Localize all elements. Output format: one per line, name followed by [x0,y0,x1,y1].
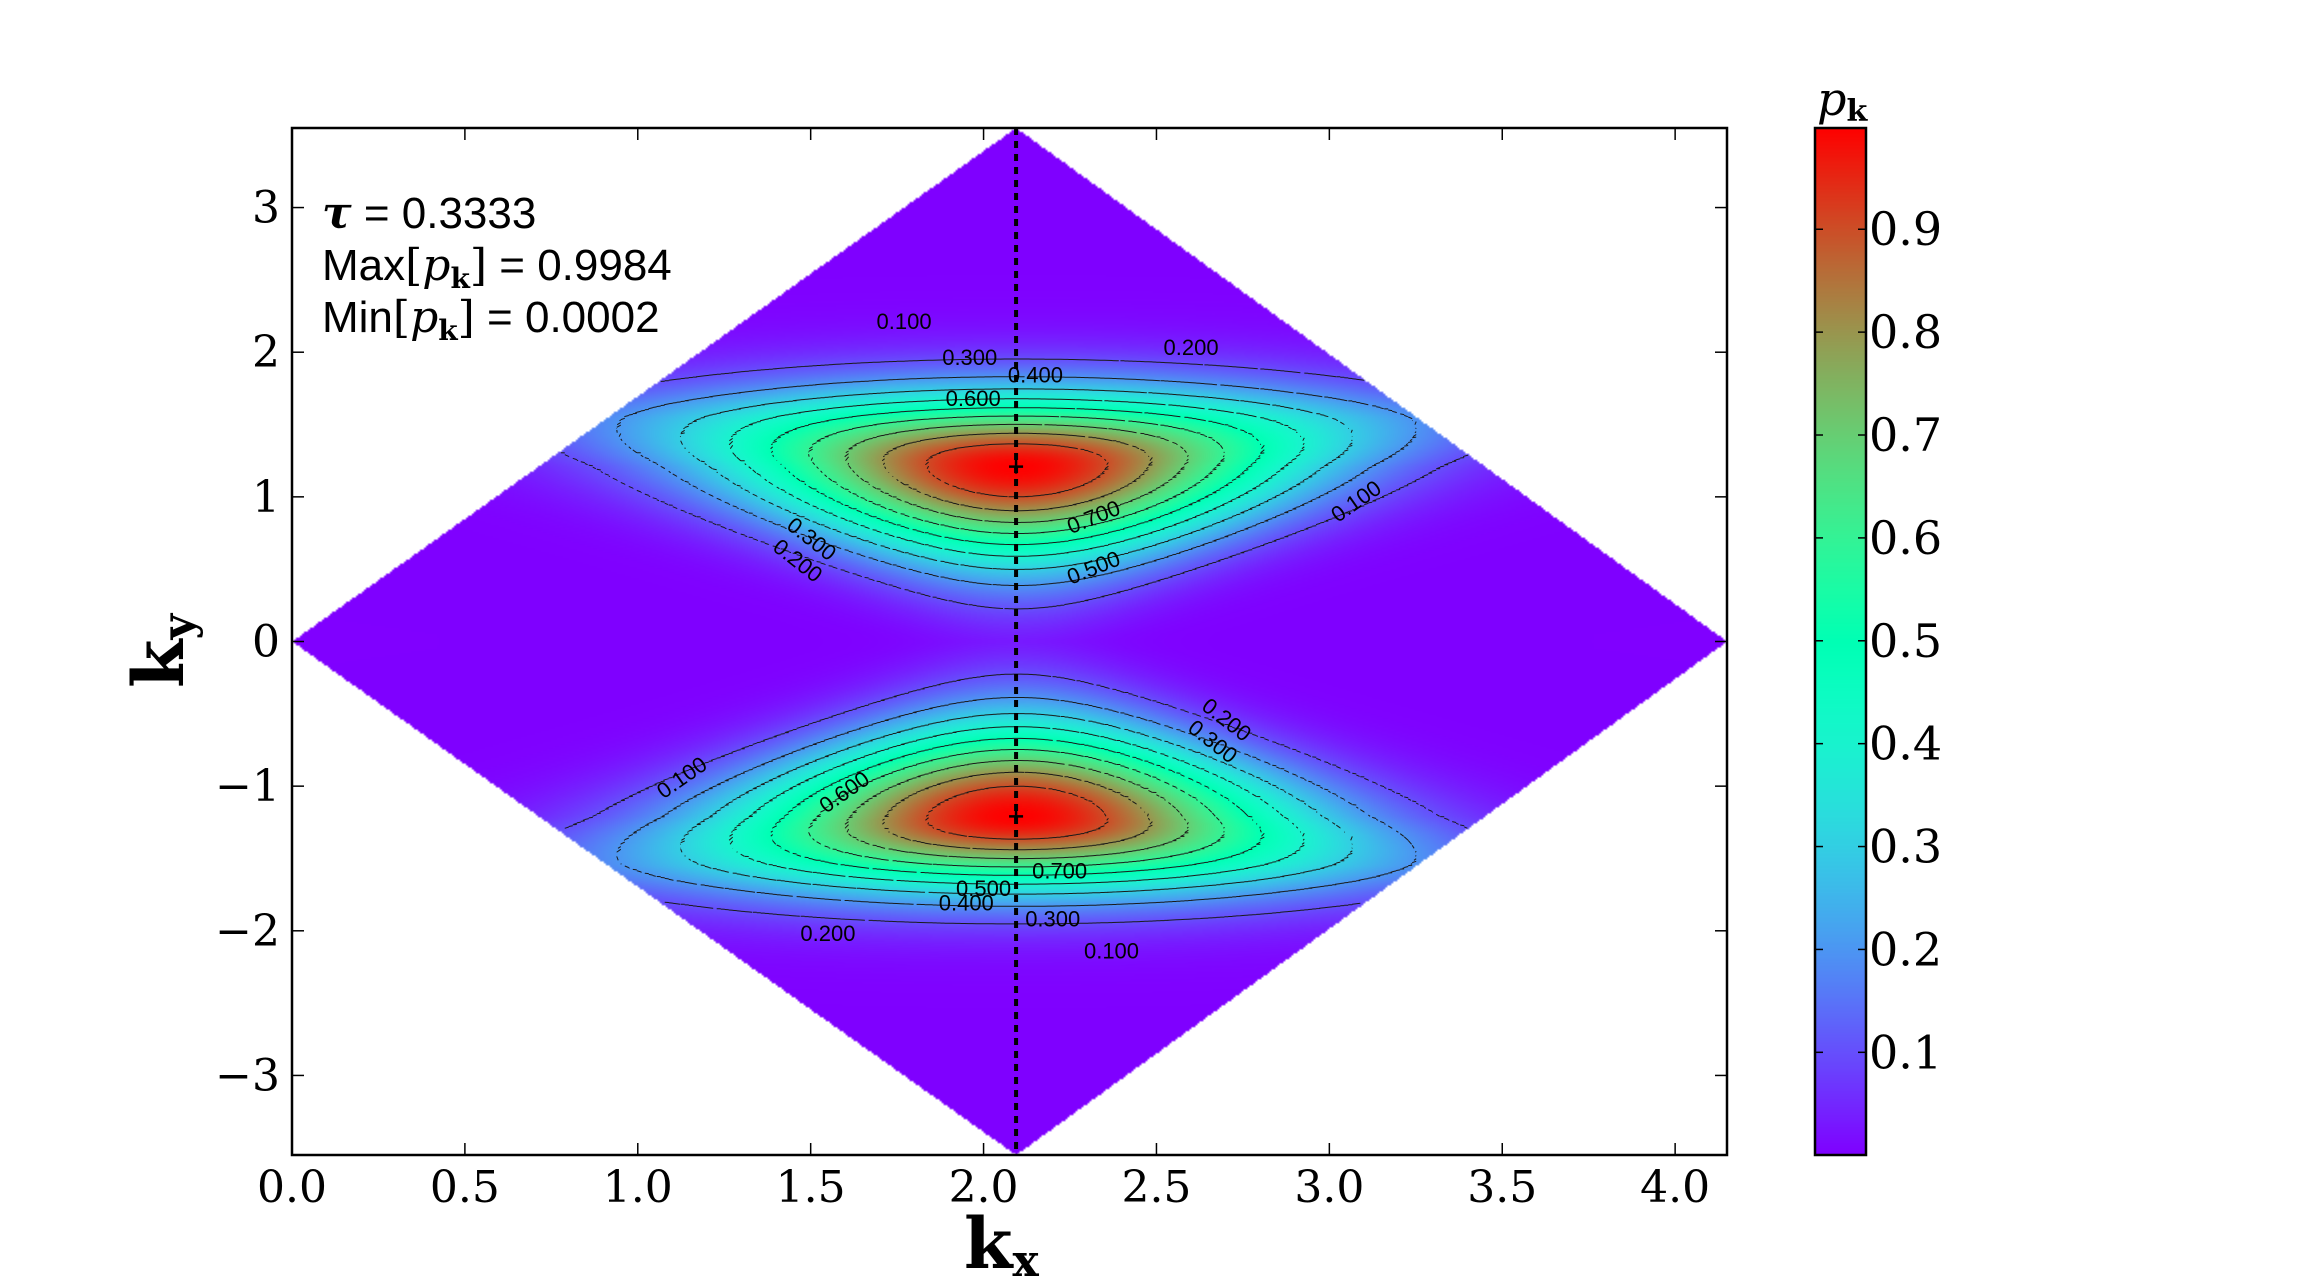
contour-label: 0.100 [877,309,932,334]
max-value: = 0.9984 [487,241,672,290]
x-tick-label: 2.5 [1121,1162,1191,1213]
colorbar-tick-label: 0.1 [1869,1025,1942,1079]
x-tick-label: 3.5 [1467,1162,1537,1213]
colorbar-tick-label: 0.4 [1869,717,1942,771]
axis-ticks: 0.0 0.5 1.0 1.5 2.0 2.5 3.0 3.5 4.0 3 2 1 0 −1 −2 −3 [215,128,1727,1213]
tau-symbol: τ [322,188,352,239]
y-tick-label: −1 [215,761,280,812]
x-tick-label: 1.5 [776,1162,846,1213]
x-tick-label: 1.0 [603,1162,673,1213]
contour-0.5 [770,407,1265,876]
contour-label: 0.200 [1164,335,1219,360]
contour-0.1 [560,358,1469,925]
contour-0.8 [881,432,1153,851]
x-axis-label-sub: x [1013,1236,1040,1277]
colorbar-tick-label: 0.9 [1869,202,1942,256]
maximum-marker [1009,809,1024,824]
contour-0.7 [844,423,1189,860]
contour-0.6 [808,415,1225,868]
contour-label: 0.300 [1025,906,1080,931]
colorbar-tick-label: 0.3 [1869,820,1942,874]
contour-label: 0.700 [1032,859,1087,884]
plot-area: 0.1000.3000.4000.6000.2000.1000.7000.500… [215,126,1729,1213]
colorbar-gradient [1815,128,1866,1155]
contour-label: 0.300 [942,345,997,370]
contour-label: 0.100 [1084,938,1139,963]
contour-0.3 [679,388,1353,895]
min-value: = 0.0002 [475,293,660,342]
x-axis-label-main: k [964,1202,1014,1277]
contour-lines [560,358,1469,925]
x-tick-label: 0.5 [430,1162,500,1213]
min-annotation: Min[pk] = 0.0002 [322,292,660,347]
contour-label: 0.500 [956,876,1011,901]
y-tick-label: 0 [252,617,280,668]
colorbar-tick-label: 0.2 [1869,922,1942,976]
maxima-markers [1009,459,1024,824]
colorbar-tick-label: 0.5 [1869,614,1942,668]
colorbar-title: pk [1817,72,1868,129]
colorbar-tick-label: 0.7 [1869,408,1942,462]
max-annotation: Max[pk] = 0.9984 [322,240,672,295]
contour-label: 0.200 [800,921,855,946]
y-tick-label: 2 [252,327,280,378]
contour-0.2 [616,376,1417,907]
y-tick-label: −3 [215,1050,280,1101]
max-var: p [422,240,450,291]
y-axis-label: ky [117,612,204,688]
contour-label: 0.600 [946,386,1001,411]
colorbar-title-var: p [1817,72,1846,126]
y-tick-label: −2 [215,906,280,957]
tau-annotation: τ = 0.3333 [322,188,536,239]
contour-0.9 [925,443,1109,840]
min-var: p [410,292,438,343]
x-tick-label: 0.0 [257,1162,327,1213]
colorbar-ticks: 0.1 0.2 0.3 0.4 0.5 0.6 0.7 0.8 0.9 [1815,202,1942,1079]
annotation-box: τ = 0.3333 Max[pk] = 0.9984 Min[pk] = 0.… [322,188,672,347]
colorbar-title-sub: k [1846,94,1868,129]
y-axis-label-main: k [117,638,200,688]
x-tick-label: 4.0 [1640,1162,1710,1213]
y-tick-label: 3 [252,183,280,234]
contour-0.4 [728,398,1305,885]
heatmap-image [292,128,1727,1155]
x-tick-label: 2.0 [949,1162,1019,1213]
max-prefix: Max [322,241,405,290]
y-tick-label: 1 [252,472,280,523]
colorbar-tick-label: 0.8 [1869,305,1942,359]
colorbar: 0.1 0.2 0.3 0.4 0.5 0.6 0.7 0.8 0.9 pk [1813,72,1942,1157]
min-prefix: Min [322,293,393,342]
x-tick-label: 3.0 [1294,1162,1364,1213]
y-axis-label-sub: y [153,612,204,640]
maximum-marker [1009,459,1024,474]
max-var-sub: k [450,262,470,295]
tau-value: = 0.3333 [352,189,537,238]
x-axis-label: kx [964,1202,1040,1277]
min-var-sub: k [438,314,458,347]
contour-label: 0.400 [939,891,994,916]
colorbar-tick-label: 0.6 [1869,511,1942,565]
